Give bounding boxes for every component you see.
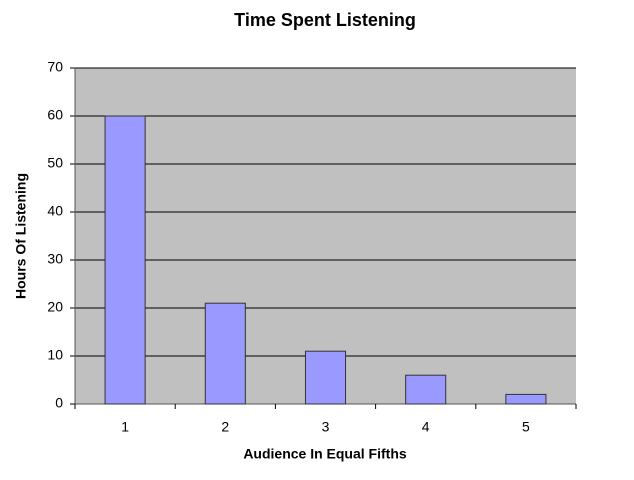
- y-tick-label: 40: [47, 203, 63, 219]
- y-tick-label: 0: [55, 395, 63, 411]
- y-tick-label: 70: [47, 59, 63, 75]
- bar: [304, 350, 347, 405]
- y-tick-label: 10: [47, 347, 63, 363]
- x-axis-label: Audience In Equal Fifths: [243, 446, 407, 462]
- chart-title: Time Spent Listening: [234, 10, 416, 30]
- y-tick-label: 60: [47, 107, 63, 123]
- y-tick-label: 30: [47, 251, 63, 267]
- bar: [204, 302, 246, 405]
- plot-area: [75, 68, 576, 404]
- x-tick-label: 2: [221, 419, 229, 435]
- x-tick-label: 3: [322, 419, 330, 435]
- x-tick-label: 1: [121, 419, 129, 435]
- y-axis-label: Hours Of Listening: [13, 173, 29, 299]
- x-tick-label: 4: [422, 419, 430, 435]
- y-tick-label: 20: [47, 299, 63, 315]
- y-tick-label: 50: [47, 155, 63, 171]
- bar: [104, 115, 146, 405]
- x-tick-label: 5: [522, 419, 530, 435]
- bar: [405, 374, 447, 405]
- bar: [505, 393, 547, 405]
